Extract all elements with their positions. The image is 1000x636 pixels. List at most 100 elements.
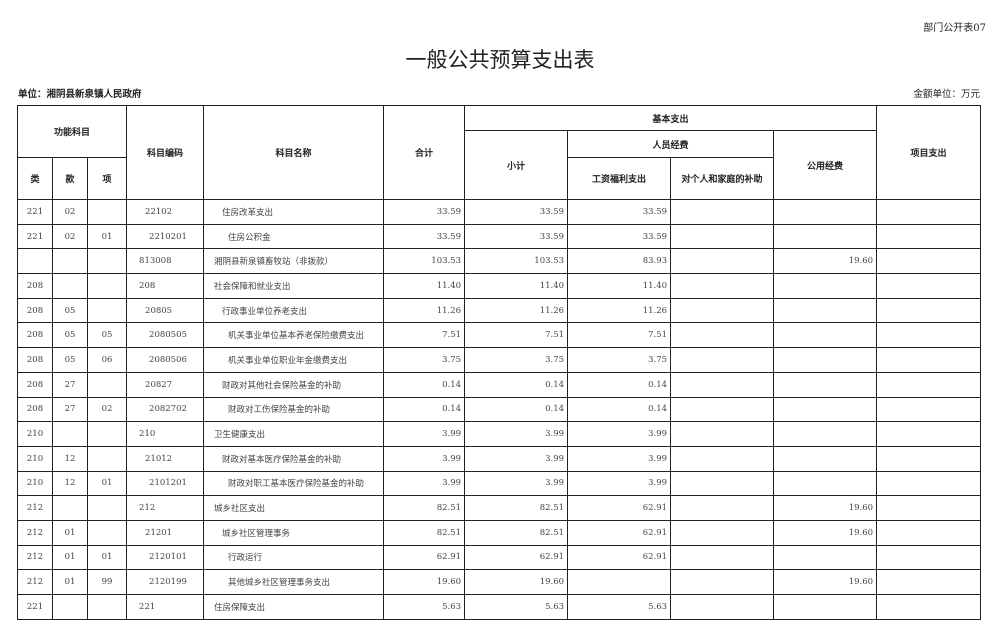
cell-code: 2080505 bbox=[126, 322, 205, 349]
cell-wages: 3.99 bbox=[567, 421, 672, 447]
cell-xiang bbox=[86, 273, 128, 299]
cell-total: 11.40 bbox=[383, 273, 466, 299]
header-name: 科目名称 bbox=[203, 105, 385, 200]
cell-kuan: 05 bbox=[52, 347, 88, 373]
cell-subtotal: 62.91 bbox=[464, 544, 569, 571]
cell-subtotal: 3.75 bbox=[464, 347, 569, 373]
cell-subtotal: 3.99 bbox=[464, 421, 569, 447]
amount-unit-label: 金额单位：万元 bbox=[913, 89, 980, 100]
cell-total: 5.63 bbox=[383, 594, 466, 620]
cell-subsidy bbox=[670, 297, 775, 324]
cell-xiang bbox=[86, 594, 128, 620]
cell-xiang: 01 bbox=[86, 470, 128, 497]
header-personnel: 人员经费 bbox=[567, 130, 775, 158]
cell-wages: 5.63 bbox=[567, 594, 672, 620]
unit-label: 单位：湘阴县新泉镇人民政府 bbox=[18, 89, 142, 100]
cell-lei: 221 bbox=[17, 223, 53, 250]
cell-wages: 3.75 bbox=[567, 347, 672, 373]
cell-lei: 210 bbox=[17, 421, 53, 447]
cell-subtotal: 5.63 bbox=[464, 594, 569, 620]
cell-code: 208 bbox=[126, 273, 205, 299]
header-public: 公用经费 bbox=[773, 130, 878, 200]
cell-project bbox=[876, 223, 982, 250]
cell-total: 33.59 bbox=[383, 199, 466, 225]
cell-kuan: 05 bbox=[52, 322, 88, 349]
cell-subsidy bbox=[670, 396, 775, 423]
header-basic: 基本支出 bbox=[464, 105, 878, 131]
table-row: 212 212 城乡社区支出 82.51 82.51 62.91 19.60 bbox=[17, 495, 982, 521]
cell-wages: 11.26 bbox=[567, 297, 672, 324]
cell-subsidy bbox=[670, 495, 775, 521]
cell-kuan: 12 bbox=[52, 445, 88, 472]
cell-total: 19.60 bbox=[383, 569, 466, 595]
cell-public bbox=[773, 544, 878, 571]
cell-total: 0.14 bbox=[383, 371, 466, 398]
table-row: 208 05 20805 行政事业单位养老支出 11.26 11.26 11.26 bbox=[17, 297, 982, 324]
cell-name: 行政事业单位养老支出 bbox=[203, 297, 385, 324]
cell-wages: 11.40 bbox=[567, 273, 672, 299]
cell-lei: 210 bbox=[17, 470, 53, 497]
cell-name: 财政对其他社会保险基金的补助 bbox=[203, 371, 385, 398]
cell-kuan: 02 bbox=[52, 223, 88, 250]
cell-code: 813008 bbox=[126, 248, 205, 275]
budget-expenditure-table: 功能科目 科目编码 科目名称 合计 基本支出 项目支出 小计 人员经费 公用经费… bbox=[16, 105, 982, 620]
cell-public: 19.60 bbox=[773, 569, 878, 595]
cell-project bbox=[876, 544, 982, 571]
cell-project bbox=[876, 273, 982, 299]
header-subtotal: 小计 bbox=[464, 130, 569, 200]
header-subsidy: 对个人和家庭的补助 bbox=[670, 157, 775, 200]
cell-code: 20827 bbox=[126, 371, 205, 398]
cell-subsidy bbox=[670, 273, 775, 299]
cell-project bbox=[876, 569, 982, 595]
cell-subsidy bbox=[670, 544, 775, 571]
cell-xiang bbox=[86, 199, 128, 225]
cell-lei: 221 bbox=[17, 594, 53, 620]
cell-xiang bbox=[86, 519, 128, 546]
cell-total: 3.99 bbox=[383, 445, 466, 472]
cell-name: 城乡社区管理事务 bbox=[203, 519, 385, 546]
cell-project bbox=[876, 421, 982, 447]
cell-kuan bbox=[52, 421, 88, 447]
cell-public bbox=[773, 421, 878, 447]
cell-kuan bbox=[52, 594, 88, 620]
cell-subtotal: 82.51 bbox=[464, 519, 569, 546]
cell-subtotal: 11.40 bbox=[464, 273, 569, 299]
cell-subtotal: 11.26 bbox=[464, 297, 569, 324]
cell-project bbox=[876, 470, 982, 497]
cell-wages: 0.14 bbox=[567, 371, 672, 398]
cell-lei: 208 bbox=[17, 347, 53, 373]
table-row: 212 01 01 2120101 行政运行 62.91 62.91 62.91 bbox=[17, 544, 982, 571]
cell-subsidy bbox=[670, 421, 775, 447]
cell-name: 财政对职工基本医疗保险基金的补助 bbox=[203, 470, 385, 497]
table-row: 221 02 22102 住房改革支出 33.59 33.59 33.59 bbox=[17, 199, 982, 225]
cell-code: 2082702 bbox=[126, 396, 205, 423]
cell-lei: 212 bbox=[17, 544, 53, 571]
header-code: 科目编码 bbox=[126, 105, 205, 200]
cell-kuan: 27 bbox=[52, 371, 88, 398]
cell-kuan: 05 bbox=[52, 297, 88, 324]
cell-name: 财政对基本医疗保险基金的补助 bbox=[203, 445, 385, 472]
header-total: 合计 bbox=[383, 105, 466, 200]
cell-lei: 208 bbox=[17, 297, 53, 324]
cell-lei: 221 bbox=[17, 199, 53, 225]
cell-code: 22102 bbox=[126, 199, 205, 225]
cell-wages: 62.91 bbox=[567, 495, 672, 521]
cell-public: 19.60 bbox=[773, 495, 878, 521]
cell-xiang bbox=[86, 421, 128, 447]
cell-lei: 210 bbox=[17, 445, 53, 472]
cell-kuan bbox=[52, 248, 88, 275]
cell-project bbox=[876, 322, 982, 349]
cell-public bbox=[773, 199, 878, 225]
page-title: 一般公共预算支出表 bbox=[405, 48, 595, 72]
cell-project bbox=[876, 594, 982, 620]
cell-subtotal: 3.99 bbox=[464, 470, 569, 497]
cell-name: 财政对工伤保险基金的补助 bbox=[203, 396, 385, 423]
table-row: 208 208 社会保障和就业支出 11.40 11.40 11.40 bbox=[17, 273, 982, 299]
cell-code: 212 bbox=[126, 495, 205, 521]
cell-public bbox=[773, 223, 878, 250]
cell-code: 2080506 bbox=[126, 347, 205, 373]
cell-kuan: 01 bbox=[52, 544, 88, 571]
cell-total: 3.75 bbox=[383, 347, 466, 373]
cell-public: 19.60 bbox=[773, 248, 878, 275]
cell-lei: 208 bbox=[17, 273, 53, 299]
